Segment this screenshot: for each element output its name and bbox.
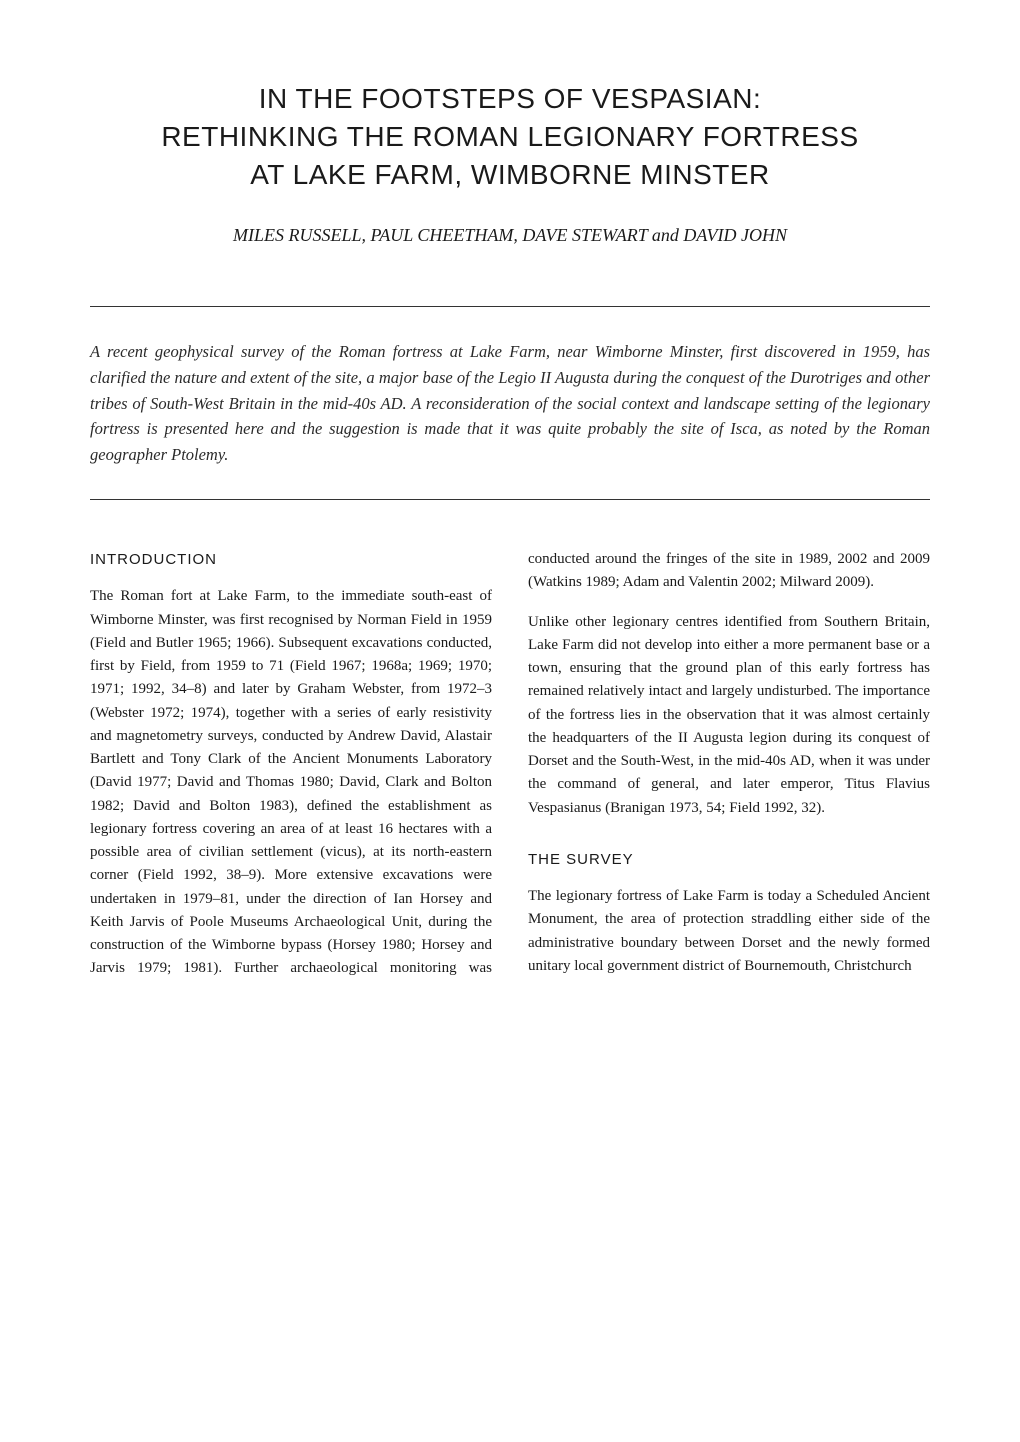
introduction-heading: INTRODUCTION bbox=[90, 548, 492, 571]
article-title: IN THE FOOTSTEPS OF VESPASIAN: RETHINKIN… bbox=[90, 80, 930, 193]
author-list: MILES RUSSELL, PAUL CHEETHAM, DAVE STEWA… bbox=[90, 225, 930, 246]
intro-paragraph-2: Unlike other legionary centres identifie… bbox=[528, 611, 930, 820]
body-columns: INTRODUCTION The Roman fort at Lake Farm… bbox=[90, 548, 930, 987]
title-line-3: AT LAKE FARM, WIMBORNE MINSTER bbox=[250, 159, 770, 190]
title-line-2: RETHINKING THE ROMAN LEGIONARY FORTRESS bbox=[161, 121, 858, 152]
abstract-rule-top bbox=[90, 306, 930, 307]
survey-paragraph-1: The legionary fortress of Lake Farm is t… bbox=[528, 885, 930, 978]
abstract-rule-bottom bbox=[90, 499, 930, 500]
survey-heading: THE SURVEY bbox=[528, 848, 930, 871]
abstract-text: A recent geophysical survey of the Roman… bbox=[90, 339, 930, 467]
title-line-1: IN THE FOOTSTEPS OF VESPASIAN: bbox=[259, 83, 762, 114]
